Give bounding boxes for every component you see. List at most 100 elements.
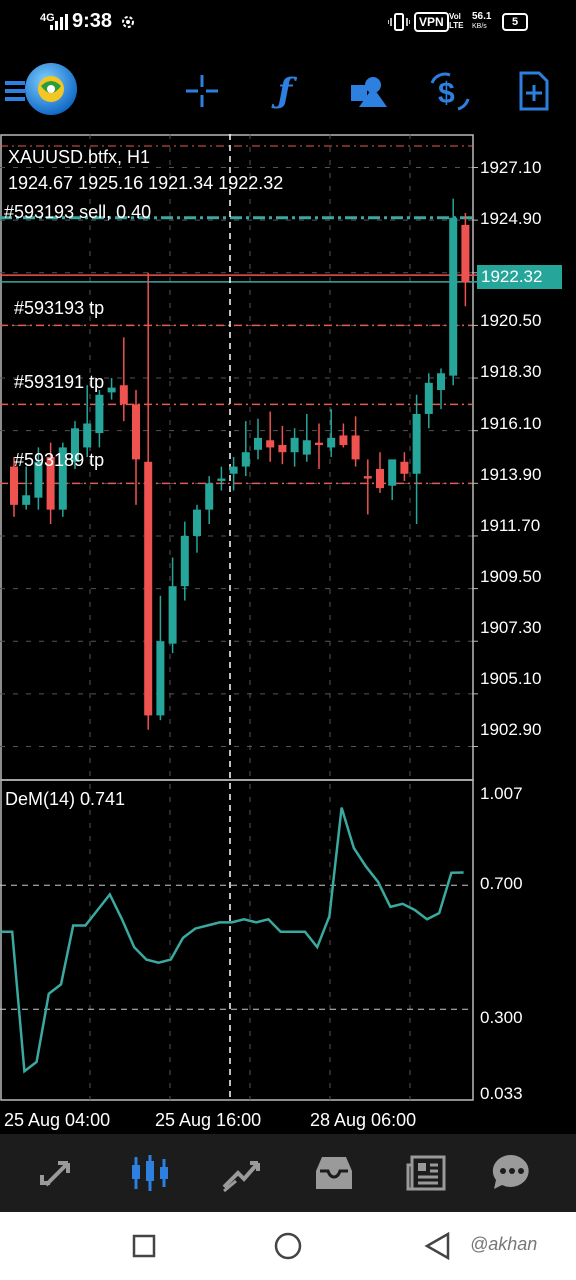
- recent-apps-button[interactable]: [132, 1234, 156, 1258]
- menu-button[interactable]: [0, 68, 34, 114]
- clock: 9:38: [72, 10, 113, 32]
- price-axis-label: 1924.90: [480, 209, 542, 228]
- candle-body: [351, 435, 360, 460]
- candle-body: [266, 440, 275, 448]
- candle-body: [144, 461, 153, 716]
- crosshair-icon: [186, 75, 218, 107]
- history-tab[interactable]: [306, 1148, 362, 1198]
- symbols-button[interactable]: $: [427, 68, 473, 114]
- candle-body: [388, 459, 397, 486]
- candle-body: [10, 466, 18, 505]
- new-order-icon: [519, 71, 549, 111]
- price-axis-label: 1911.70: [480, 516, 541, 535]
- candle-body: [302, 440, 311, 455]
- candle-body: [193, 509, 201, 536]
- tp-label-593191: #593191 tp: [14, 372, 105, 392]
- candle-body: [46, 457, 55, 510]
- quotes-tab[interactable]: [30, 1148, 86, 1198]
- metatrader-logo[interactable]: [24, 62, 78, 116]
- quotes-icon: [40, 1161, 70, 1187]
- metatrader-logo-icon: [25, 63, 77, 115]
- vpn-badge: VPN: [414, 12, 449, 32]
- candle-body: [327, 437, 336, 448]
- price-axis-label: 1927.10: [480, 158, 542, 177]
- news-tab[interactable]: [398, 1148, 454, 1198]
- price-axis-label: 1905.10: [480, 669, 542, 688]
- chart-area[interactable]: XAUUSD.btfx, H1 1924.67 1925.16 1921.34 …: [0, 134, 576, 1134]
- candle-body: [22, 495, 31, 505]
- network-label: 4G: [40, 12, 55, 24]
- osc-axis-label: 1.007: [480, 784, 523, 803]
- objects-button[interactable]: [344, 68, 390, 114]
- oscillator-pane-frame: [0, 779, 474, 1101]
- candle-body: [119, 385, 128, 405]
- history-icon: [316, 1157, 352, 1189]
- candle-body: [449, 217, 458, 376]
- svg-text:$: $: [438, 77, 455, 110]
- candle-body: [83, 423, 92, 448]
- candle-body: [156, 641, 165, 716]
- candle-body: [278, 445, 287, 453]
- news-icon: [406, 1155, 446, 1191]
- gear-icon: [122, 16, 134, 28]
- indicators-button[interactable]: ƒ: [262, 68, 308, 114]
- osc-axis-label: 0.033: [480, 1084, 523, 1103]
- indicator-label: DeM(14) 0.741: [5, 789, 126, 809]
- chart-tab[interactable]: [122, 1148, 178, 1198]
- function-icon: ƒ: [277, 71, 293, 111]
- signal-icon: [50, 14, 68, 30]
- system-nav-bar: @akhan: [0, 1212, 576, 1280]
- osc-axis-label: 0.700: [480, 874, 523, 893]
- current-price-tag: 1922.32: [477, 265, 562, 289]
- price-axis-label: 1916.10: [480, 414, 542, 433]
- price-axis-label: 1918.30: [480, 362, 542, 381]
- menu-icon: [5, 81, 25, 101]
- messages-icon: [492, 1154, 529, 1189]
- candle-body: [290, 437, 299, 453]
- volte-label: Vol LTE: [449, 12, 464, 30]
- candle-body: [71, 428, 79, 462]
- back-button[interactable]: [424, 1232, 450, 1260]
- candle-body: [437, 373, 445, 391]
- bottom-nav: [0, 1134, 576, 1212]
- osc-axis-label: 0.300: [480, 1008, 523, 1027]
- candle-body: [205, 483, 214, 510]
- candle-body: [424, 382, 433, 414]
- dem-indicator-line: [0, 807, 464, 1074]
- tp-label-593189: #593189 tp: [14, 450, 105, 470]
- candle-body: [95, 394, 104, 434]
- price-chart[interactable]: [0, 134, 576, 1134]
- watermark: @akhan: [470, 1234, 538, 1254]
- chart-icon: [132, 1155, 168, 1191]
- time-axis-label: 25 Aug 16:00: [155, 1110, 262, 1130]
- tp-label-593193: #593193 tp: [14, 298, 105, 318]
- candle-body: [168, 586, 177, 644]
- time-axis-label: 28 Aug 06:00: [310, 1110, 417, 1130]
- candle-body: [132, 404, 140, 460]
- trade-icon: [222, 1161, 260, 1193]
- messages-tab[interactable]: [484, 1148, 540, 1198]
- status-bar: 4G 9:38 VPN Vol LTE 56.1 KB/s 5: [0, 0, 576, 44]
- candle-body: [376, 468, 384, 489]
- toolbar: ƒ $: [0, 50, 576, 130]
- net-speed-unit: KB/s: [472, 23, 487, 30]
- ohlc-values: 1924.67 1925.16 1921.34 1922.32: [8, 173, 284, 193]
- home-button[interactable]: [274, 1232, 302, 1260]
- candle-body: [229, 466, 238, 474]
- candle-body: [363, 476, 372, 479]
- price-axis-label: 1907.30: [480, 618, 542, 637]
- candle-body: [107, 387, 116, 393]
- sell-order-label: #593193 sell, 0.40: [4, 202, 152, 222]
- vibrate-icon: [388, 13, 410, 31]
- price-axis-label: 1920.50: [480, 311, 542, 330]
- price-axis-label: 1913.90: [480, 465, 542, 484]
- crosshair-button[interactable]: [179, 68, 225, 114]
- trade-tab[interactable]: [214, 1148, 270, 1198]
- candle-body: [58, 447, 67, 510]
- candle-body: [461, 224, 470, 283]
- candle-body: [339, 435, 348, 446]
- new-order-button[interactable]: [511, 68, 557, 114]
- candle-body: [180, 535, 189, 587]
- price-axis-label: 1909.50: [480, 567, 542, 586]
- candle-body: [315, 442, 323, 446]
